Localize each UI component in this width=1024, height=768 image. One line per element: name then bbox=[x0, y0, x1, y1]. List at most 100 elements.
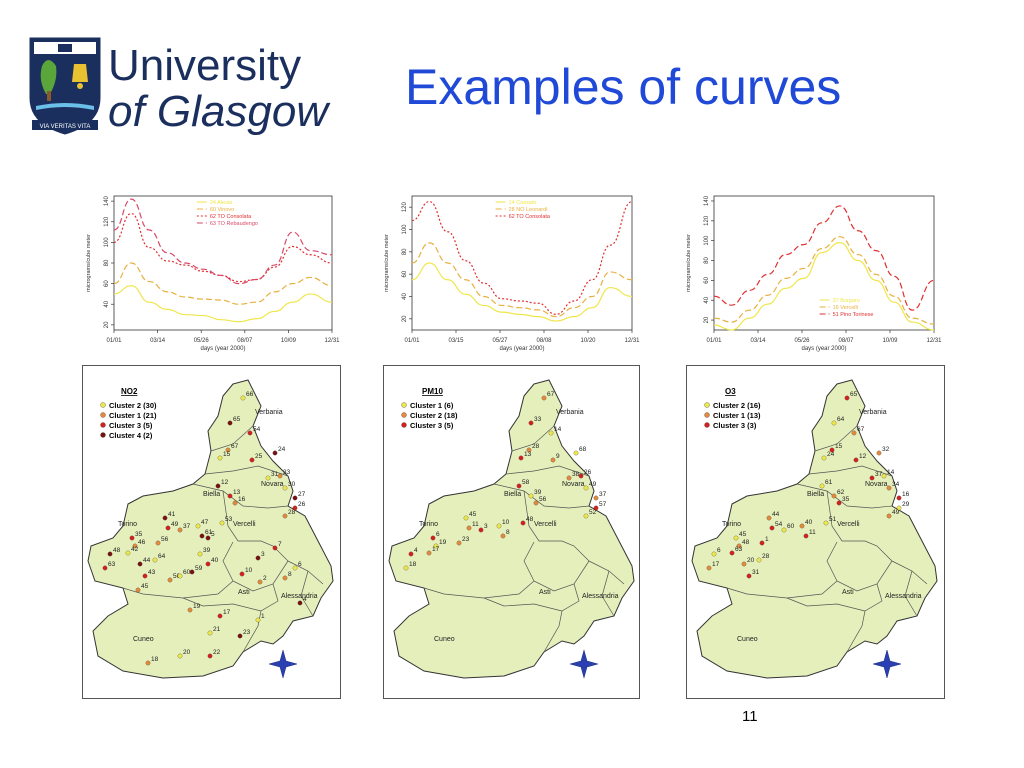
station-number: 10 bbox=[502, 519, 510, 526]
station-number: 40 bbox=[211, 557, 219, 564]
station-marker bbox=[207, 653, 213, 659]
station-marker bbox=[741, 561, 747, 567]
series-line bbox=[411, 242, 633, 318]
station-marker bbox=[821, 455, 827, 461]
place-label: Novara bbox=[562, 481, 585, 488]
legend-marker bbox=[704, 412, 710, 418]
station-number: 10 bbox=[245, 567, 253, 574]
station-marker bbox=[249, 457, 255, 463]
station-number: 63 bbox=[735, 546, 743, 553]
station-number: 26 bbox=[584, 469, 592, 476]
station-number: 11 bbox=[472, 521, 479, 528]
compass-rose-icon bbox=[569, 649, 599, 679]
station-marker bbox=[733, 535, 739, 541]
map-legend-title: O3 bbox=[725, 387, 736, 396]
station-marker bbox=[881, 473, 887, 479]
x-axis-label: days (year 2000) bbox=[200, 346, 245, 352]
station-number: 3 bbox=[261, 551, 265, 558]
legend-marker bbox=[401, 402, 407, 408]
logo-line2: of Glasgow bbox=[108, 87, 331, 136]
province-border bbox=[814, 425, 858, 452]
station-marker bbox=[219, 520, 225, 526]
station-number: 26 bbox=[298, 501, 306, 508]
station-marker bbox=[272, 545, 278, 551]
station-marker bbox=[197, 551, 203, 557]
station-marker bbox=[759, 540, 765, 546]
station-marker bbox=[466, 525, 472, 531]
province-border bbox=[904, 570, 918, 617]
station-number: 44 bbox=[772, 511, 780, 518]
station-number: 44 bbox=[143, 557, 151, 564]
legend-entry: 60 Vinovo bbox=[210, 207, 234, 213]
station-marker bbox=[836, 500, 842, 506]
station-number: 9 bbox=[556, 453, 560, 460]
place-label: Novara bbox=[261, 481, 284, 488]
station-number: 32 bbox=[882, 446, 890, 453]
station-number: 59 bbox=[195, 565, 203, 572]
place-label: Asti bbox=[238, 589, 250, 596]
province-border bbox=[483, 597, 563, 612]
station-number: 12 bbox=[221, 479, 229, 486]
station-number: 33 bbox=[534, 416, 542, 423]
station-number: 18 bbox=[151, 656, 159, 663]
station-number: 14 bbox=[887, 469, 895, 476]
place-label: Vercelli bbox=[233, 521, 256, 528]
station-number: 2 bbox=[263, 575, 267, 582]
province-border bbox=[222, 541, 289, 592]
place-label: Verbania bbox=[556, 409, 584, 416]
y-axis-label: micrograms/cube meter bbox=[384, 234, 390, 292]
x-tick-label: 01/01 bbox=[404, 338, 420, 344]
map-canvas: PM10 Cluster 1 (6)Cluster 2 (18)Cluster 3… bbox=[388, 379, 635, 679]
station-number: 4 bbox=[303, 596, 307, 603]
station-number: 65 bbox=[850, 391, 858, 398]
province-border bbox=[826, 541, 893, 592]
station-marker bbox=[165, 525, 171, 531]
legend-entry: 28 NO Leonardi bbox=[509, 207, 548, 213]
series-line bbox=[113, 285, 333, 323]
station-number: 43 bbox=[148, 569, 156, 576]
station-marker bbox=[162, 515, 168, 521]
station-marker bbox=[593, 505, 599, 511]
station-marker bbox=[102, 565, 108, 571]
station-marker bbox=[132, 543, 138, 549]
series-line bbox=[713, 205, 935, 311]
station-marker bbox=[729, 550, 735, 556]
station-marker bbox=[573, 450, 579, 456]
legend-entry: 63 TO Rebaudengo bbox=[210, 221, 258, 227]
province-border bbox=[826, 490, 893, 562]
legend-marker bbox=[704, 402, 710, 408]
station-marker bbox=[463, 515, 469, 521]
station-number: 18 bbox=[409, 561, 417, 568]
station-number: 58 bbox=[522, 479, 530, 486]
station-marker bbox=[282, 513, 288, 519]
x-tick-label: 10/20 bbox=[580, 338, 596, 344]
y-tick-label: 60 bbox=[704, 276, 710, 283]
station-marker bbox=[282, 485, 288, 491]
station-marker bbox=[456, 540, 462, 546]
series-line bbox=[713, 242, 935, 331]
station-marker bbox=[548, 430, 554, 436]
x-tick-label: 01/01 bbox=[106, 338, 122, 344]
x-tick-label: 10/09 bbox=[882, 338, 898, 344]
station-number: 65 bbox=[233, 416, 241, 423]
y-tick-label: 60 bbox=[402, 270, 408, 277]
y-tick-label: 40 bbox=[704, 296, 710, 303]
station-marker bbox=[217, 613, 223, 619]
y-tick-label: 100 bbox=[402, 224, 408, 235]
station-marker bbox=[152, 557, 158, 563]
station-marker bbox=[823, 520, 829, 526]
x-tick-label: 01/01 bbox=[706, 338, 722, 344]
station-marker bbox=[215, 483, 221, 489]
province-border bbox=[182, 597, 262, 612]
series-line bbox=[113, 262, 333, 305]
station-number: 15 bbox=[223, 451, 231, 458]
station-number: 19 bbox=[193, 603, 201, 610]
place-label: Asti bbox=[842, 589, 854, 596]
station-marker bbox=[746, 573, 752, 579]
logo-motto: VIA VERITAS VITA bbox=[40, 124, 91, 130]
map-canvas: O3 Cluster 2 (16)Cluster 1 (13)Cluster 3 … bbox=[691, 379, 938, 679]
station-marker bbox=[886, 485, 892, 491]
station-number: 57 bbox=[599, 501, 607, 508]
station-marker bbox=[803, 533, 809, 539]
station-number: 11 bbox=[809, 529, 816, 536]
